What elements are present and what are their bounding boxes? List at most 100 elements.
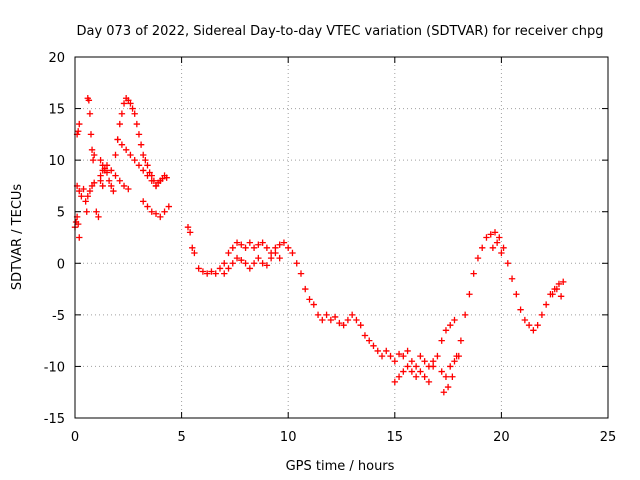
data-point bbox=[542, 301, 550, 308]
data-point bbox=[246, 239, 254, 246]
data-point bbox=[429, 363, 437, 370]
y-tick-label: 15 bbox=[48, 103, 65, 118]
data-point bbox=[97, 177, 104, 184]
data-point bbox=[216, 265, 224, 272]
data-point bbox=[374, 347, 381, 355]
data-point bbox=[90, 151, 98, 159]
data-point bbox=[76, 187, 83, 195]
data-point bbox=[112, 151, 119, 159]
data-point bbox=[327, 316, 335, 324]
data-point bbox=[120, 100, 128, 107]
data-point bbox=[86, 110, 94, 117]
data-point bbox=[555, 280, 563, 288]
data-point bbox=[144, 172, 151, 179]
data-point bbox=[250, 244, 258, 252]
data-point bbox=[549, 291, 556, 298]
data-point bbox=[404, 363, 411, 370]
data-point bbox=[560, 278, 567, 286]
x-tick-label: 0 bbox=[71, 430, 79, 445]
data-point bbox=[238, 256, 245, 264]
data-point bbox=[189, 244, 196, 252]
data-point bbox=[483, 234, 490, 241]
data-point bbox=[163, 174, 170, 181]
data-point bbox=[438, 337, 445, 344]
data-point bbox=[122, 146, 130, 154]
data-point bbox=[144, 203, 151, 210]
data-point bbox=[135, 162, 143, 169]
data-point bbox=[504, 260, 511, 267]
data-point bbox=[447, 363, 454, 370]
data-point bbox=[114, 136, 121, 143]
data-point bbox=[135, 131, 143, 138]
data-point bbox=[89, 156, 97, 164]
data-point bbox=[255, 241, 262, 248]
data-point bbox=[137, 141, 145, 148]
data-point bbox=[157, 213, 164, 221]
data-point bbox=[500, 244, 507, 252]
data-point bbox=[474, 254, 482, 262]
data-point bbox=[108, 167, 115, 174]
data-point bbox=[314, 311, 322, 319]
data-point bbox=[395, 373, 403, 380]
plot-frame bbox=[74, 56, 609, 419]
data-point bbox=[444, 383, 452, 391]
data-point bbox=[208, 268, 215, 275]
data-point bbox=[466, 291, 473, 298]
x-tick-label: 20 bbox=[493, 430, 510, 445]
data-point bbox=[438, 368, 445, 375]
data-point bbox=[82, 198, 89, 205]
data-point bbox=[97, 156, 104, 164]
data-point bbox=[95, 213, 102, 221]
data-point bbox=[451, 316, 458, 324]
data-point bbox=[513, 291, 520, 298]
data-point bbox=[74, 220, 82, 228]
data-point bbox=[250, 260, 258, 267]
data-point bbox=[449, 373, 456, 380]
data-point bbox=[225, 249, 232, 257]
data-point bbox=[453, 352, 460, 360]
data-point bbox=[378, 352, 386, 360]
data-point bbox=[498, 249, 505, 257]
data-point bbox=[289, 249, 296, 257]
data-points bbox=[71, 95, 567, 396]
data-point bbox=[417, 368, 424, 375]
data-point bbox=[387, 352, 394, 360]
data-point bbox=[470, 270, 477, 277]
data-point bbox=[259, 260, 266, 267]
x-tick-label: 15 bbox=[387, 430, 404, 445]
data-point bbox=[404, 347, 411, 355]
tick-layer: 0 5 10 15 20 25 -15 -10 -5 0 5 10 15 20 bbox=[44, 51, 617, 445]
data-point bbox=[421, 373, 428, 380]
data-point bbox=[336, 319, 343, 327]
data-point bbox=[195, 265, 202, 272]
data-point bbox=[496, 234, 503, 241]
data-point bbox=[116, 120, 123, 128]
data-point bbox=[412, 363, 420, 370]
data-point bbox=[302, 285, 309, 293]
data-point bbox=[383, 347, 390, 355]
data-point bbox=[184, 223, 192, 231]
x-tick-label: 10 bbox=[280, 430, 297, 445]
data-point bbox=[108, 182, 115, 190]
data-point bbox=[447, 321, 454, 329]
data-point bbox=[131, 110, 138, 117]
data-point bbox=[331, 313, 339, 321]
data-point bbox=[242, 244, 249, 252]
data-point bbox=[255, 254, 262, 262]
data-point bbox=[353, 316, 360, 324]
data-point bbox=[267, 254, 275, 262]
data-point bbox=[530, 327, 537, 334]
data-point bbox=[131, 156, 138, 164]
y-tick-label: 20 bbox=[48, 51, 65, 66]
data-point bbox=[491, 229, 499, 236]
data-point bbox=[417, 352, 424, 360]
y-tick-label: -10 bbox=[44, 360, 65, 375]
data-point bbox=[263, 244, 271, 252]
data-point bbox=[199, 268, 207, 275]
data-point bbox=[370, 342, 377, 349]
data-point bbox=[310, 301, 317, 308]
data-point bbox=[553, 285, 561, 293]
data-point bbox=[361, 332, 369, 339]
data-point bbox=[93, 208, 100, 215]
